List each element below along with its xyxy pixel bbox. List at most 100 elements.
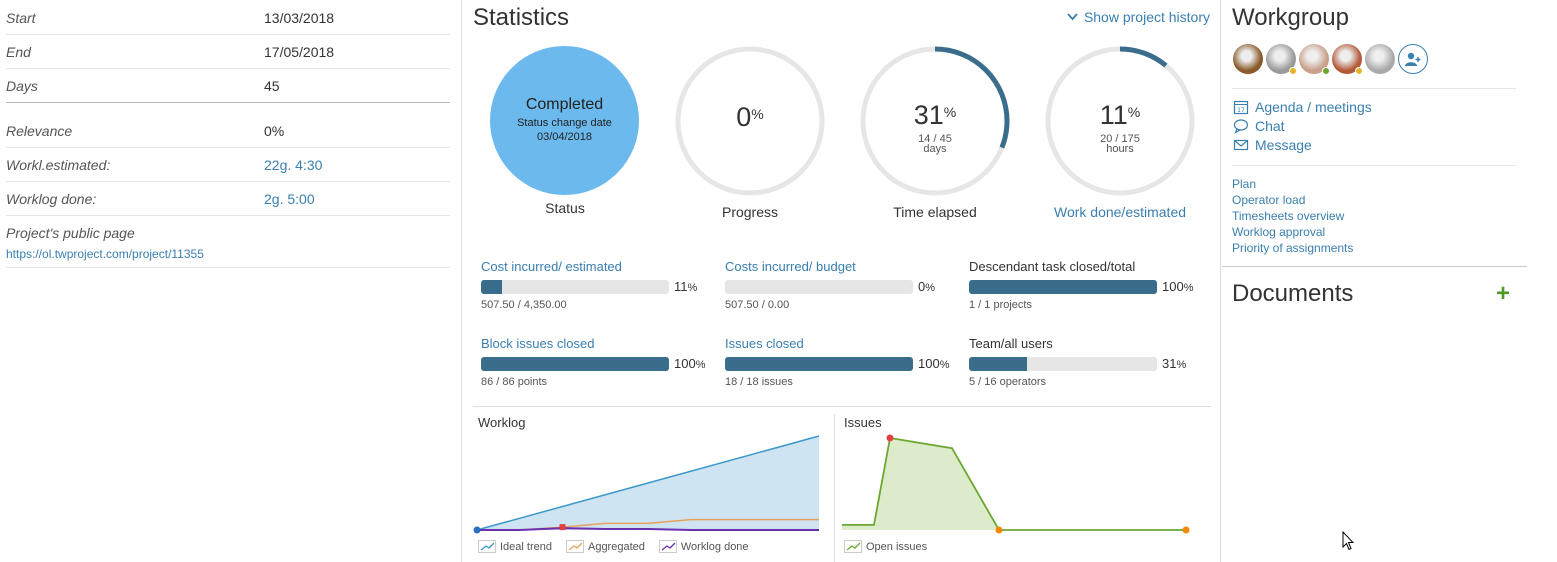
- workgroup-panel: Workgroup 17 Agenda / meetings Chat Mess…: [1222, 0, 1557, 562]
- issues-zero-point: [995, 526, 1003, 534]
- divider: [6, 102, 450, 103]
- metric-values: 507.50 / 4,350.00: [481, 299, 567, 311]
- work-done-detail: 20 / 175: [1100, 133, 1140, 145]
- issues-legend: Open issues: [844, 540, 927, 553]
- days-value: 45: [264, 78, 280, 94]
- timesheets-overview-link[interactable]: Timesheets overview: [1232, 209, 1345, 223]
- metric-values: 1 / 1 projects: [969, 299, 1032, 311]
- open-issues-area: [842, 438, 1186, 530]
- operator-load-link[interactable]: Operator load: [1232, 193, 1306, 207]
- metric-title: Descendant task closed/total: [969, 259, 1136, 274]
- metric-percent: 100%: [918, 356, 950, 371]
- statistics-title: Statistics: [473, 4, 570, 31]
- progress-label: Progress: [721, 204, 779, 220]
- metric-title[interactable]: Costs incurred/ budget: [725, 259, 856, 274]
- chevron-down-icon: [1067, 13, 1078, 21]
- metric-percent: 100%: [1162, 279, 1194, 294]
- time-elapsed-detail: 14 / 45: [918, 133, 952, 145]
- start-label: Start: [6, 10, 36, 26]
- status-label: Status: [545, 200, 585, 216]
- metric-values: 5 / 16 operators: [969, 376, 1047, 388]
- worklog-done-label: Worklog done:: [6, 191, 97, 207]
- workl-estimated-label: Workl.estimated:: [6, 157, 111, 173]
- metric-issues-closed: Issues closed 100% 18 / 18 issues: [725, 336, 955, 388]
- work-done-estimated-link[interactable]: Work done/estimated: [1053, 204, 1187, 220]
- metric-title[interactable]: Block issues closed: [481, 336, 595, 351]
- workl-estimated-link[interactable]: 22g. 4:30: [264, 157, 323, 173]
- show-project-history-link[interactable]: Show project history: [1067, 9, 1210, 25]
- plan-link[interactable]: Plan: [1232, 177, 1257, 191]
- calendar-icon: 17: [1233, 100, 1249, 115]
- metric-title: Team/all users: [969, 336, 1053, 351]
- worklog-legend: Ideal trend Aggregated Worklog done: [478, 540, 749, 553]
- progress-bar: [481, 280, 669, 294]
- agenda-meetings-link[interactable]: 17 Agenda / meetings: [1233, 99, 1372, 115]
- add-member-button[interactable]: [1398, 44, 1428, 74]
- time-elapsed-gauge: 31% 14 / 45 days: [858, 44, 1012, 198]
- status-change-label: Status change date: [517, 117, 612, 129]
- end-value: 17/05/2018: [264, 44, 335, 60]
- metric-title[interactable]: Cost incurred/ estimated: [481, 259, 622, 274]
- metric-team-users: Team/all users 31% 5 / 16 operators: [969, 336, 1199, 388]
- documents-title: Documents: [1232, 280, 1354, 307]
- chat-link[interactable]: Chat: [1233, 118, 1285, 134]
- project-details-panel: Start 13/03/2018 End 17/05/2018 Days 45 …: [0, 0, 452, 562]
- legend-open-issues[interactable]: Open issues: [844, 540, 927, 553]
- metric-cost-estimated: Cost incurred/ estimated 11% 507.50 / 4,…: [481, 259, 711, 311]
- worklog-done-link[interactable]: 2g. 5:00: [264, 191, 315, 207]
- mouse-cursor-icon: [1342, 531, 1354, 551]
- public-page-link[interactable]: https://ol.twproject.com/project/11355: [6, 247, 204, 261]
- metric-cost-budget: Costs incurred/ budget 0% 507.50 / 0.00: [725, 259, 955, 311]
- progress-bar: [969, 357, 1157, 371]
- work-done-ring: [1045, 46, 1195, 196]
- divider: [1222, 266, 1527, 267]
- metric-values: 86 / 86 points: [481, 376, 548, 388]
- progress-bar: [725, 280, 913, 294]
- avatar[interactable]: [1365, 44, 1395, 74]
- worklog-chart-title: Worklog: [478, 415, 526, 430]
- metric-percent: 31%: [1162, 356, 1187, 371]
- metric-block-issues: Block issues closed 100% 86 / 86 points: [481, 336, 711, 388]
- avatar[interactable]: [1299, 44, 1330, 75]
- avatar[interactable]: [1266, 44, 1297, 75]
- priority-of-assignments-link[interactable]: Priority of assignments: [1232, 241, 1354, 255]
- progress-bar: [481, 357, 669, 371]
- work-done-unit: hours: [1106, 143, 1134, 155]
- legend-worklog-done[interactable]: Worklog done: [658, 540, 749, 553]
- divider: [6, 181, 450, 182]
- metric-percent: 0%: [918, 279, 936, 294]
- public-page-label: Project's public page: [6, 225, 135, 241]
- status-change-date: 03/04/2018: [536, 131, 593, 143]
- worklog-approval-link[interactable]: Worklog approval: [1232, 225, 1326, 239]
- workgroup-title: Workgroup: [1232, 4, 1349, 31]
- legend-ideal-trend[interactable]: Ideal trend: [478, 540, 552, 553]
- metric-values: 18 / 18 issues: [725, 376, 793, 388]
- worklog-chart: [473, 435, 820, 534]
- chat-icon: [1233, 119, 1249, 134]
- metric-title[interactable]: Issues closed: [725, 336, 804, 351]
- time-elapsed-unit: days: [923, 143, 947, 155]
- divider: [6, 68, 450, 69]
- avatar[interactable]: [1233, 44, 1263, 74]
- progress-bar: [725, 357, 913, 371]
- relevance-value: 0%: [264, 123, 285, 139]
- divider: [6, 267, 450, 268]
- metric-descendant-tasks: Descendant task closed/total 100% 1 / 1 …: [969, 259, 1199, 311]
- avatar-list: [1233, 44, 1428, 75]
- worklog-start-point: [473, 526, 481, 534]
- metric-percent: 100%: [674, 356, 706, 371]
- divider: [6, 34, 450, 35]
- divider: [6, 215, 450, 216]
- ideal-trend-line: [476, 435, 820, 531]
- add-document-button[interactable]: +: [1496, 280, 1511, 307]
- time-elapsed-value: 31%: [913, 100, 957, 130]
- divider: [6, 147, 450, 148]
- divider: [473, 406, 1211, 407]
- status-value: Completed: [525, 96, 604, 113]
- legend-aggregated[interactable]: Aggregated: [565, 540, 645, 553]
- progress-gauge: 0%: [673, 44, 827, 198]
- issues-chart: [842, 434, 1190, 534]
- avatar[interactable]: [1332, 44, 1363, 75]
- message-link[interactable]: Message: [1233, 137, 1312, 153]
- issues-chart-title: Issues: [844, 415, 882, 430]
